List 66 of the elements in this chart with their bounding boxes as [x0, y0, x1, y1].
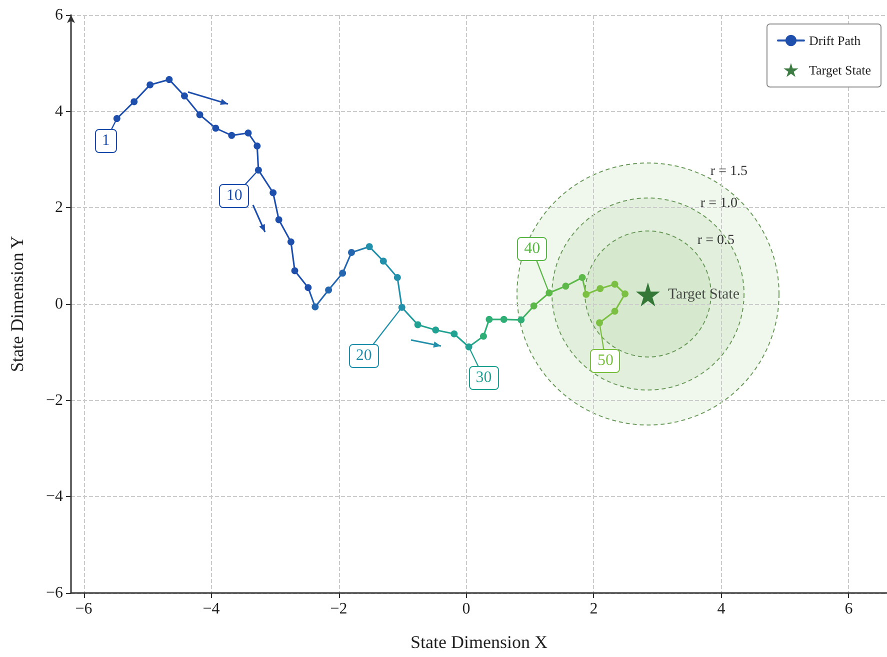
- point: [611, 308, 618, 315]
- x-tick-label: 0: [462, 600, 470, 618]
- point: [113, 115, 120, 122]
- point: [578, 274, 586, 282]
- y-tick-label: 0: [55, 296, 63, 312]
- point: [432, 326, 440, 334]
- x-tick-label: 6: [844, 600, 853, 618]
- y-tick-label: −4: [46, 488, 63, 506]
- y-tick-label: −6: [46, 584, 63, 602]
- point: [212, 124, 220, 132]
- point: [500, 316, 508, 323]
- point: [596, 319, 603, 326]
- point: [486, 316, 493, 323]
- y-tick-label: 2: [55, 199, 63, 216]
- point: [166, 76, 173, 84]
- x-tick-label: 2: [590, 600, 598, 618]
- point: [621, 290, 628, 298]
- point: [380, 258, 387, 265]
- point: [394, 274, 401, 282]
- point: [530, 302, 538, 310]
- point: [270, 189, 277, 196]
- legend-label: Drift Path: [808, 33, 862, 48]
- point: [254, 142, 261, 150]
- point: [366, 243, 373, 250]
- point: [146, 81, 154, 88]
- annotation: 10: [219, 184, 250, 208]
- annotation: 30: [468, 366, 499, 390]
- y-axis-title: State Dimension Y: [7, 236, 27, 372]
- y-tick-label: 6: [55, 6, 63, 24]
- point: [304, 284, 312, 292]
- point: [244, 130, 252, 137]
- point: [596, 285, 604, 292]
- point: [196, 111, 204, 118]
- point: [312, 303, 319, 310]
- legend-label: Target State: [808, 62, 872, 78]
- point: [611, 280, 618, 288]
- point: [348, 248, 355, 256]
- point: [287, 238, 294, 246]
- point: [480, 332, 487, 340]
- point: [339, 270, 346, 277]
- annotation: 50: [590, 348, 620, 373]
- point: [582, 290, 590, 298]
- point: [325, 286, 332, 294]
- x-tick-label: −6: [75, 600, 92, 618]
- point: [562, 282, 570, 290]
- point: [180, 92, 188, 100]
- point: [130, 98, 138, 106]
- annotation: 20: [348, 344, 379, 368]
- point: [450, 330, 458, 338]
- point: [518, 316, 525, 324]
- y-tick-label: 4: [55, 102, 63, 120]
- point: [254, 166, 262, 174]
- x-tick-label: −2: [330, 600, 348, 618]
- point: [291, 267, 298, 274]
- annotation: r = 0.5: [697, 233, 734, 250]
- annotation: r = 1.0: [700, 196, 738, 212]
- annotation: 40: [517, 236, 548, 261]
- annotation: r = 1.5: [710, 164, 748, 180]
- annotation: 1: [94, 128, 117, 153]
- point: [414, 321, 422, 328]
- point: [228, 132, 236, 139]
- point: [275, 216, 282, 224]
- x-tick-label: −4: [202, 600, 220, 618]
- x-tick-label: 4: [717, 600, 726, 618]
- x-axis-title: State Dimension X: [410, 632, 548, 652]
- y-tick-label: −2: [46, 392, 63, 409]
